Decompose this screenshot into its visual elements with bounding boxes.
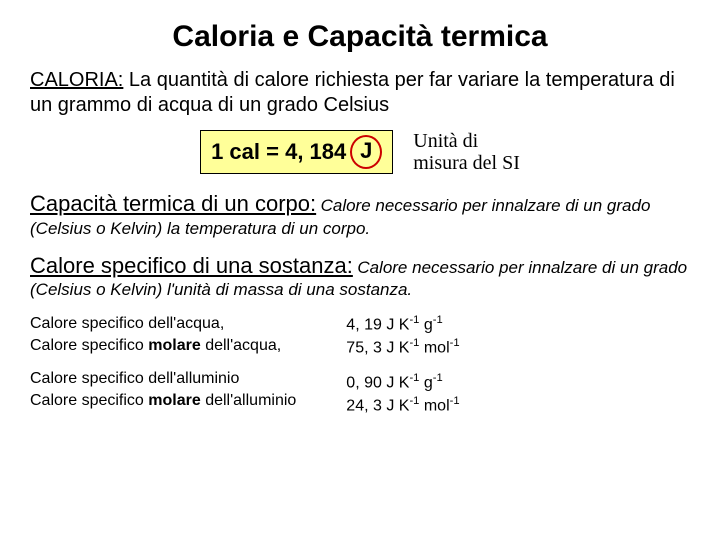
- formula-unit-circled: J: [350, 135, 382, 169]
- water-molar-value: 75, 3 J K-1 mol-1: [346, 336, 459, 359]
- al-molar-value: 24, 3 J K-1 mol-1: [346, 394, 459, 417]
- formula-lhs: 1 cal = 4, 184: [211, 139, 346, 165]
- si-line2: misura del SI: [413, 152, 520, 174]
- labels-column: Calore specifico dell'acqua, Calore spec…: [30, 313, 296, 429]
- si-line1: Unità di: [413, 130, 478, 152]
- specifico-block: Calore specifico di una sostanza: Calore…: [30, 252, 690, 302]
- formula-box: 1 cal = 4, 184 J: [200, 130, 393, 174]
- water-molar-label: Calore specifico molare dell'acqua,: [30, 335, 296, 357]
- si-unit-label: Unità di misura del SI: [413, 130, 520, 174]
- page-title: Caloria e Capacità termica: [30, 20, 690, 54]
- caloria-definition: CALORIA: La quantità di calore richiesta…: [30, 68, 690, 118]
- specifico-head: Calore specifico di una sostanza:: [30, 253, 353, 278]
- al-molar-label: Calore specifico molare dell'alluminio: [30, 390, 296, 412]
- formula-row: 1 cal = 4, 184 J Unità di misura del SI: [30, 130, 690, 174]
- water-specific-label: Calore specifico dell'acqua,: [30, 313, 296, 335]
- values-column: 4, 19 J K-1 g-1 75, 3 J K-1 mol-1 0, 90 …: [346, 313, 459, 429]
- al-specific-label: Calore specifico dell'alluminio: [30, 368, 296, 390]
- al-specific-value: 0, 90 J K-1 g-1: [346, 371, 459, 394]
- capacita-block: Capacità termica di un corpo: Calore nec…: [30, 190, 690, 240]
- water-specific-value: 4, 19 J K-1 g-1: [346, 313, 459, 336]
- caloria-term: CALORIA:: [30, 69, 123, 91]
- caloria-text: La quantità di calore richiesta per far …: [30, 69, 675, 116]
- specific-heat-table: Calore specifico dell'acqua, Calore spec…: [30, 313, 690, 429]
- capacita-head: Capacità termica di un corpo:: [30, 191, 316, 216]
